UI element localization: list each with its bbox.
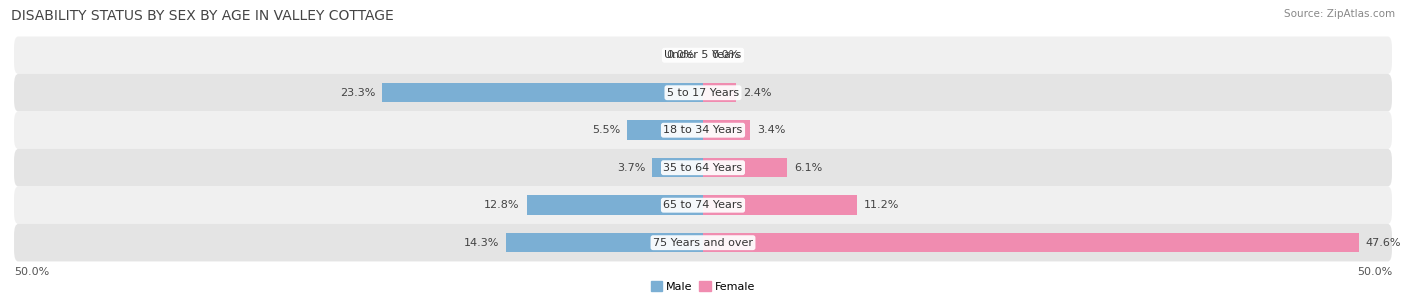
Text: 0.0%: 0.0%: [711, 50, 740, 60]
Text: 2.4%: 2.4%: [742, 88, 772, 98]
FancyBboxPatch shape: [14, 36, 1392, 74]
Text: 3.4%: 3.4%: [756, 125, 785, 135]
Text: 75 Years and over: 75 Years and over: [652, 238, 754, 248]
Text: DISABILITY STATUS BY SEX BY AGE IN VALLEY COTTAGE: DISABILITY STATUS BY SEX BY AGE IN VALLE…: [11, 9, 394, 23]
Text: 18 to 34 Years: 18 to 34 Years: [664, 125, 742, 135]
Bar: [703, 120, 749, 140]
Bar: [527, 195, 703, 215]
Text: 0.0%: 0.0%: [666, 50, 695, 60]
Text: 5.5%: 5.5%: [592, 125, 620, 135]
Bar: [703, 195, 858, 215]
Bar: [382, 83, 703, 102]
Bar: [627, 120, 703, 140]
FancyBboxPatch shape: [14, 74, 1392, 112]
Text: 65 to 74 Years: 65 to 74 Years: [664, 200, 742, 210]
FancyBboxPatch shape: [14, 186, 1392, 224]
Legend: Male, Female: Male, Female: [647, 277, 759, 296]
Text: 50.0%: 50.0%: [14, 267, 49, 277]
Text: Under 5 Years: Under 5 Years: [665, 50, 741, 60]
Bar: [506, 233, 703, 252]
Text: 6.1%: 6.1%: [794, 163, 823, 173]
Text: 35 to 64 Years: 35 to 64 Years: [664, 163, 742, 173]
Text: 50.0%: 50.0%: [1357, 267, 1392, 277]
Bar: [703, 233, 1358, 252]
Bar: [652, 158, 703, 178]
Text: 23.3%: 23.3%: [340, 88, 375, 98]
Text: 12.8%: 12.8%: [484, 200, 520, 210]
Text: 3.7%: 3.7%: [617, 163, 645, 173]
Text: Source: ZipAtlas.com: Source: ZipAtlas.com: [1284, 9, 1395, 19]
Text: 14.3%: 14.3%: [464, 238, 499, 248]
FancyBboxPatch shape: [14, 112, 1392, 149]
Text: 5 to 17 Years: 5 to 17 Years: [666, 88, 740, 98]
Text: 47.6%: 47.6%: [1365, 238, 1402, 248]
FancyBboxPatch shape: [14, 224, 1392, 261]
Bar: [703, 158, 787, 178]
FancyBboxPatch shape: [14, 149, 1392, 186]
Text: 11.2%: 11.2%: [865, 200, 900, 210]
Bar: [703, 83, 737, 102]
